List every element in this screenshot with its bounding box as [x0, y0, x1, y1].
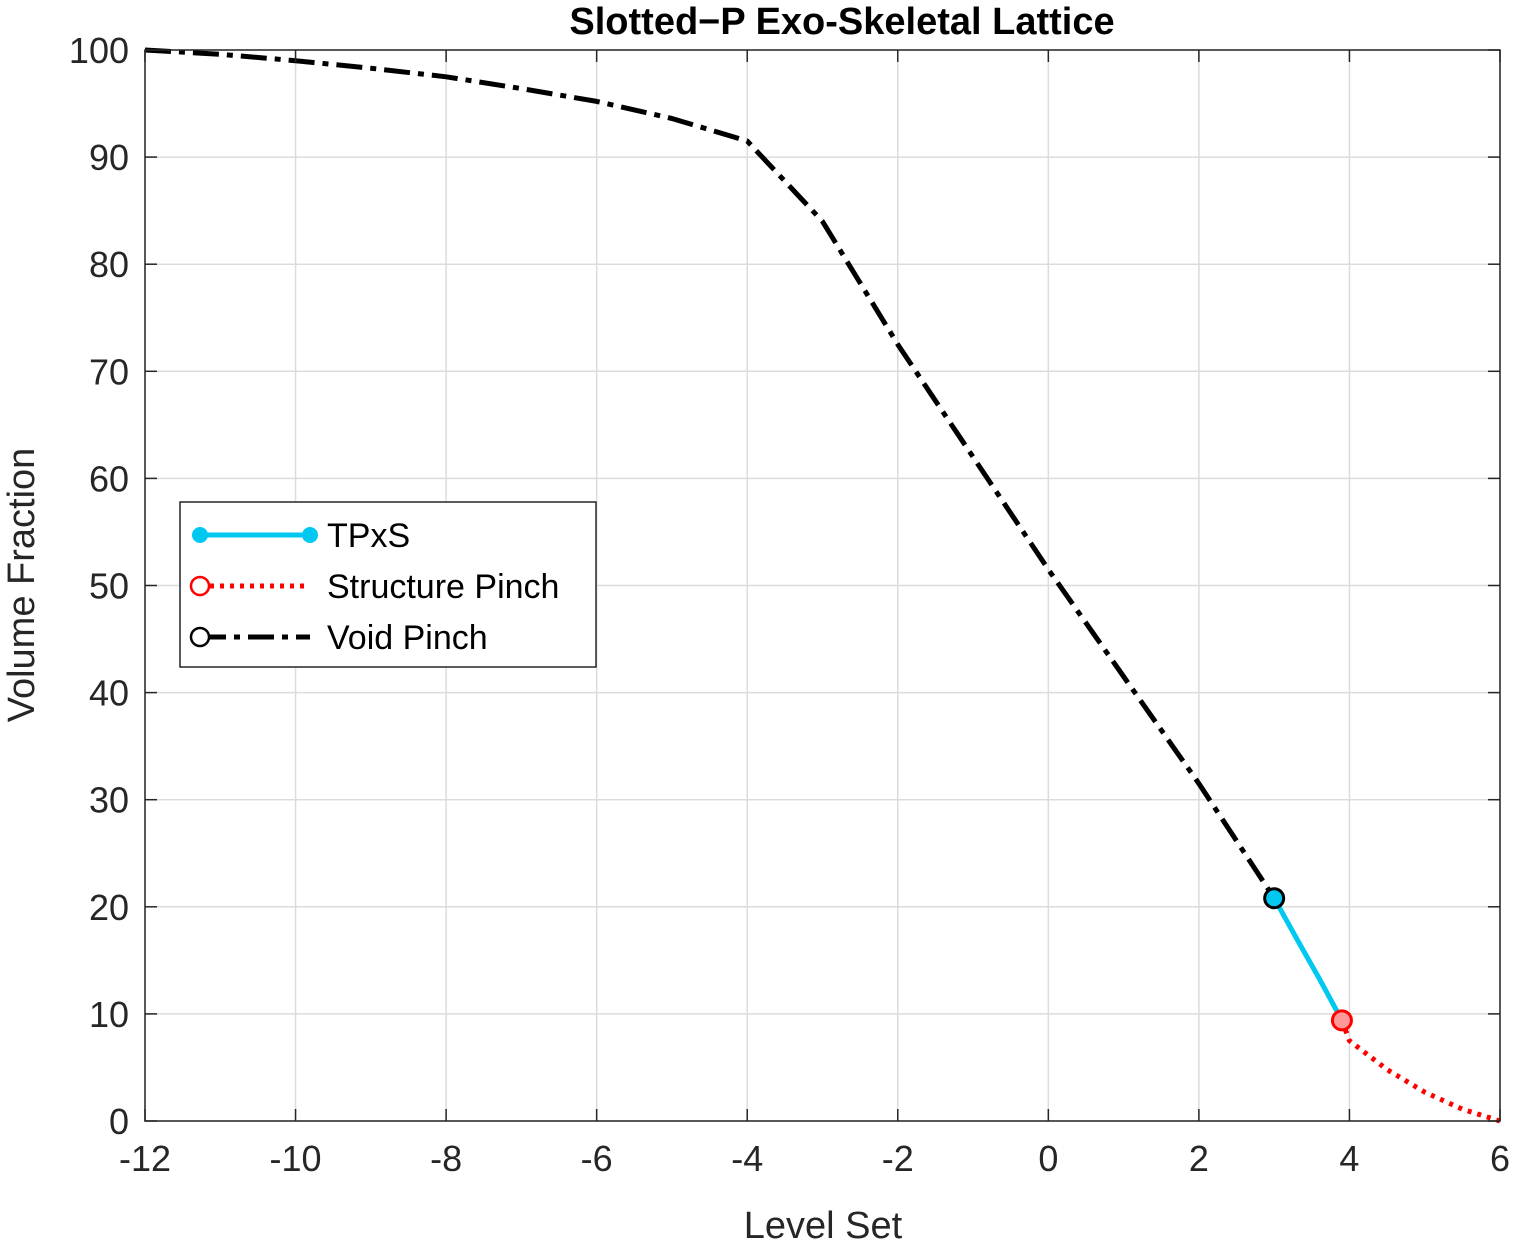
- series-line-structure-pinch: [1339, 1019, 1501, 1124]
- y-tick-label: 100: [69, 30, 129, 71]
- x-tick-label: 4: [1339, 1138, 1359, 1179]
- y-axis-label: Volume Fraction: [1, 448, 43, 723]
- x-axis-label: Level Set: [744, 1205, 903, 1244]
- x-tick-label: -8: [430, 1138, 462, 1179]
- y-tick-label: 90: [89, 137, 129, 178]
- x-tick-label: -10: [270, 1138, 322, 1179]
- y-tick-label: 60: [89, 458, 129, 499]
- y-tick-label: 20: [89, 887, 129, 928]
- series-marker-tpxs: [1263, 887, 1286, 910]
- legend-marker-structure-pinch: [189, 575, 211, 597]
- x-tick-label: -6: [581, 1138, 613, 1179]
- x-tick-label: -12: [119, 1138, 171, 1179]
- y-tick-label: 50: [89, 566, 129, 607]
- x-tick-label: -2: [882, 1138, 914, 1179]
- legend-label-void-pinch: Void Pinch: [327, 619, 488, 657]
- y-tick-label: 0: [109, 1101, 129, 1142]
- series-line-void-pinch: [144, 47, 1277, 900]
- chart-title: Slotted−P Exo-Skeletal Lattice: [569, 1, 1114, 43]
- y-tick-label: 40: [89, 673, 129, 714]
- y-tick-label: 80: [89, 244, 129, 285]
- legend-marker-tpxs: [192, 527, 208, 543]
- x-tick-label: 6: [1490, 1138, 1510, 1179]
- legend-label-structure-pinch: Structure Pinch: [327, 568, 559, 606]
- series-marker-structure-pinch: [1330, 1009, 1353, 1032]
- x-tick-label: -4: [731, 1138, 763, 1179]
- y-tick-label: 30: [89, 780, 129, 821]
- legend-marker-tpxs: [302, 527, 318, 543]
- y-tick-label: 70: [89, 351, 129, 392]
- y-tick-label: 10: [89, 994, 129, 1035]
- x-tick-label: 0: [1038, 1138, 1058, 1179]
- x-tick-label: 2: [1189, 1138, 1209, 1179]
- legend: TPxS Structure Pinch Void Pinch: [179, 501, 597, 668]
- legend-label-tpxs: TPxS: [327, 517, 410, 555]
- series-line-tpxs: [1272, 896, 1345, 1022]
- series-layer: [144, 47, 1501, 1124]
- legend-marker-void-pinch: [189, 626, 211, 648]
